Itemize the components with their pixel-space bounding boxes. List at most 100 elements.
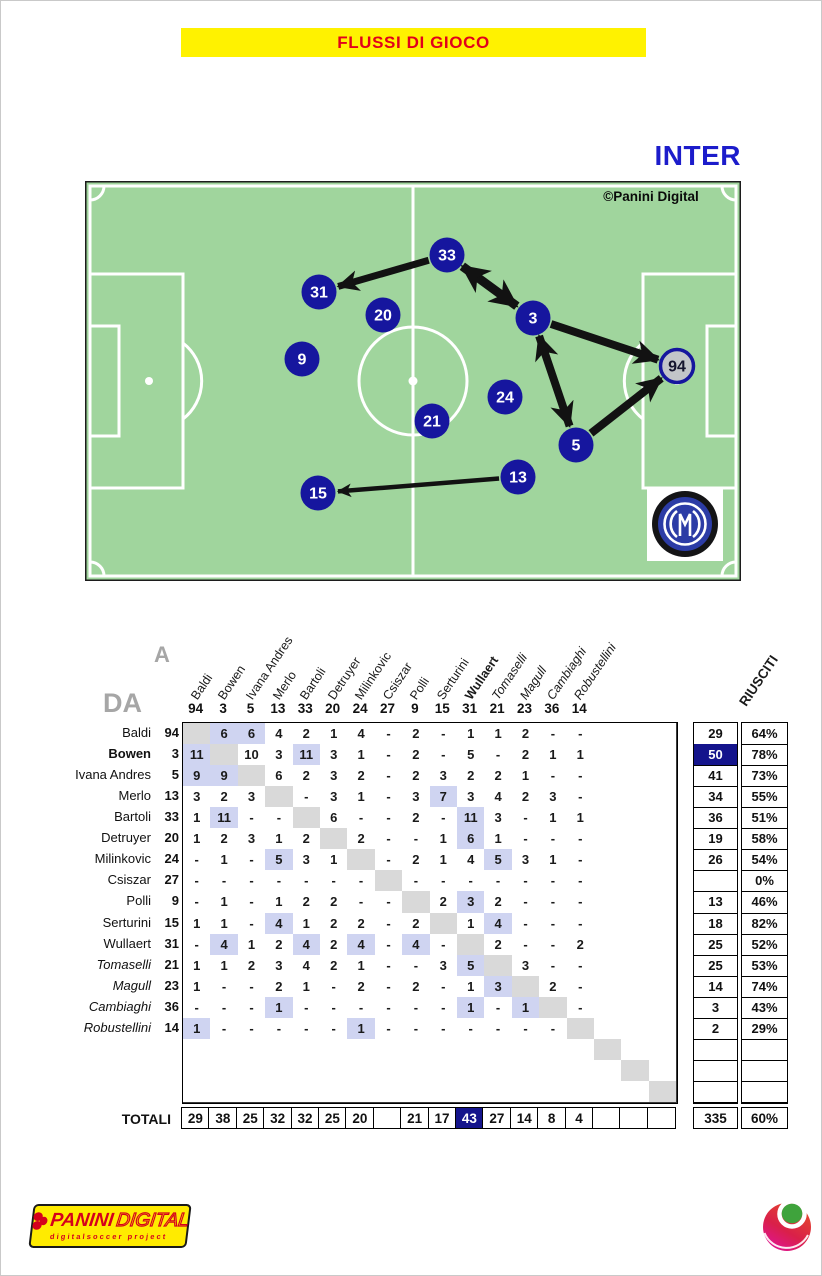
matrix-cell-r6-c1: 1 [183,828,212,851]
row-label-9: Polli 9 [21,890,179,911]
matrix-cell-r1-c14: - [539,723,568,746]
totals-cell-c11: 43 [455,1107,484,1129]
matrix-cell-r18-c4 [265,1081,294,1104]
row-player-number: 13 [164,788,179,804]
row-pct-r11: 52% [742,934,787,956]
row-pct-r13: 74% [742,976,787,998]
matrix-cell-r1-c10: - [429,723,458,746]
row-label-27: Csiszar 27 [21,869,179,890]
matrix-cell-r2-c7: 1 [347,744,376,767]
row-total-r1: 29 [694,723,737,746]
matrix-cell-r15-c12: - [484,1017,513,1040]
matrix-cell-r13-c12: 3 [484,975,513,998]
matrix-cell-r2-c13: 2 [511,744,541,767]
matrix-cell-r12-c14: - [539,954,568,977]
matrix-cell-r8-c15: - [566,870,595,893]
matrix-cell-r6-c12: 1 [484,828,513,851]
matrix-cell-r15-c13: - [511,1017,541,1040]
matrix-cell-r3-c11: 2 [457,765,486,788]
matrix-cell-r13-c8: - [374,975,404,998]
matrix-cell-r8-c13: - [511,870,541,893]
matrix-cell-r16-c15 [566,1038,595,1061]
col-header-num-20: 20 [325,701,341,716]
panini-brand-bold: PANINI [49,1210,115,1231]
matrix-cell-r14-c17 [621,996,650,1019]
matrix-cell-r13-c3: - [237,975,267,998]
matrix-cell-r3-c18 [648,765,678,788]
matrix-cell-r5-c2: 11 [210,807,239,830]
matrix-cell-r8-c3: - [237,870,267,893]
matrix-cell-r14-c7: - [347,996,376,1019]
matrix-cell-r18-c9 [402,1081,431,1104]
row-total-r6: 19 [694,828,737,851]
panini-digital-logo: PANINI DIGITAL digitalsoccer project [28,1204,192,1248]
player-marker-21: 21 [414,403,450,439]
matrix-cell-r17-c5 [292,1059,321,1082]
row-pct-r18 [742,1081,787,1104]
matrix-cell-r14-c2: - [210,996,239,1019]
matrix-cell-r5-c12: 3 [484,807,513,830]
row-player-number: 14 [164,1019,179,1035]
matrix-cell-r5-c7: - [347,807,376,830]
row-label-15: Serturini 15 [21,912,179,933]
matrix-cell-r5-c1: 1 [183,807,212,830]
matrix-cell-r18-c14 [539,1081,568,1104]
matrix-cell-r12-c16 [594,954,623,977]
matrix-cell-r6-c17 [621,828,650,851]
row-total-r2: 50 [694,744,737,767]
matrix-cell-r5-c13: - [511,807,541,830]
matrix-cell-r4-c16 [594,786,623,809]
row-player-name: Ivana Andres [75,767,151,783]
row-total-r11: 25 [694,934,737,956]
matrix-cell-r4-c15: - [566,786,595,809]
matrix-cell-r11-c13: - [511,933,541,956]
matrix-cell-r7-c7 [347,849,376,872]
matrix-cell-r13-c14: 2 [539,975,568,998]
matrix-cell-r11-c17 [621,933,650,956]
matrix-cell-r5-c9: 2 [402,807,431,830]
matrix-cell-r16-c7 [347,1038,376,1061]
matrix-cell-r6-c16 [594,828,623,851]
matrix-cell-r16-c12 [484,1038,513,1061]
row-player-number: 15 [164,914,179,930]
matrix-cell-r18-c16 [594,1081,623,1104]
col-header-num-9: 9 [411,701,419,716]
matrix-cell-r12-c17 [621,954,650,977]
totals-cell-c13: 14 [509,1107,539,1129]
matrix-cell-r16-c1 [183,1038,212,1061]
matrix-cell-r1-c18 [648,723,678,746]
row-pct-r7: 54% [742,849,787,872]
matrix-cell-r10-c13: - [511,912,541,935]
matrix-cell-r6-c14: - [539,828,568,851]
matrix-cell-r10-c12: 4 [484,912,513,935]
matrix-cell-r1-c15: - [566,723,595,746]
matrix-cell-r11-c3: 1 [237,933,267,956]
matrix-cell-r2-c17 [621,744,650,767]
matrix-cell-r4-c10: 7 [429,786,458,809]
matrix-cell-r18-c1 [183,1081,212,1104]
row-total-r3: 41 [694,765,737,788]
row-label-94: Baldi 94 [21,722,179,743]
matrix-cell-r12-c4: 3 [265,954,294,977]
matrix-cell-r10-c4: 4 [265,912,294,935]
matrix-cell-r16-c17 [621,1038,650,1061]
col-header-name-94: Baldi [187,671,216,703]
row-player-name: Milinkovic [94,851,151,867]
matrix-cell-r16-c13 [511,1038,541,1061]
matrix-cell-r17-c15 [566,1059,595,1082]
matrix-cell-r10-c16 [594,912,623,935]
panini-clover-icon [32,1211,48,1230]
matrix-cell-r11-c14: - [539,933,568,956]
matrix-cell-r3-c5: 2 [292,765,321,788]
riusciti-total-column: 29 50 41 34 36 19 26 13 18 25 25 14 3 2 [693,722,738,1105]
pitch-flow-diagram: ©Panini Digital 33 31 20 3 9 94 24 21 5 13 15 [83,179,743,583]
matrix-cell-r5-c4: - [265,807,294,830]
matrix-cell-r11-c7: 4 [347,933,376,956]
matrix-cell-r17-c11 [457,1059,486,1082]
matrix-cell-r11-c1: - [183,933,212,956]
matrix-cell-r11-c4: 2 [265,933,294,956]
matrix-cell-r4-c5: - [292,786,321,809]
matrix-cell-r15-c11: - [457,1017,486,1040]
matrix-cell-r6-c6 [320,828,349,851]
pass-matrix-grid: 6 6 4 2 1 4-2-1 1 2- -11 10 3 11 3 1-2-5-2 1 1 9 9 6 2 3 2-2 3… [182,722,679,1105]
